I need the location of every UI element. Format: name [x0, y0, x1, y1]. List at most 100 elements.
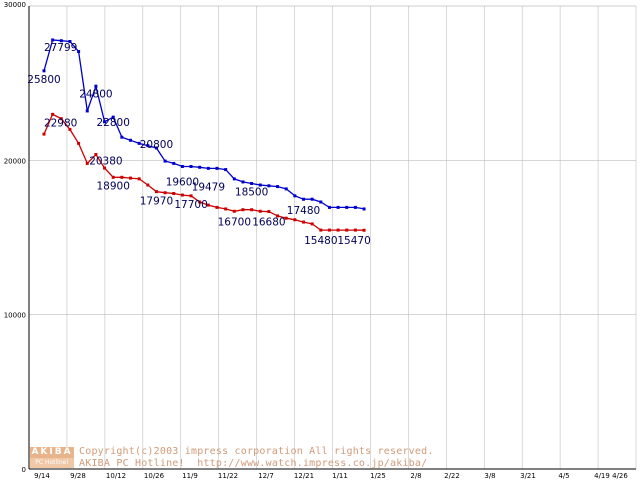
data-point [59, 117, 63, 121]
data-point [224, 168, 228, 172]
data-point [319, 228, 323, 232]
data-point [250, 208, 254, 212]
data-label: 18900 [96, 180, 129, 192]
data-point [293, 194, 297, 198]
data-point [284, 187, 288, 191]
data-point [85, 109, 89, 113]
data-label: 17970 [140, 196, 173, 208]
data-label: 19600 [166, 177, 199, 189]
x-axis-ticks: 9/14 9/28 10/12 10/26 11/9 11/22 12/7 12/21 1/11… [34, 472, 628, 480]
data-point [345, 228, 349, 232]
data-point [68, 39, 72, 43]
data-point [146, 144, 150, 148]
data-label: 16680 [252, 217, 285, 229]
x-tick-label: 11/9 [182, 472, 198, 480]
data-point [189, 194, 193, 198]
data-point [362, 228, 366, 232]
data-label: 16700 [218, 216, 251, 228]
x-tick-label: 10/12 [106, 472, 126, 480]
x-tick-label: 1/11 [332, 472, 348, 480]
data-point [276, 185, 280, 189]
data-point [59, 39, 63, 43]
chart-grid [28, 5, 637, 470]
data-label: 20380 [89, 155, 122, 167]
data-point [120, 175, 124, 179]
data-label: 18500 [235, 186, 268, 198]
data-point [154, 190, 158, 194]
data-point [129, 176, 132, 180]
data-point [336, 228, 340, 232]
copyright-line-1: Copyright(c)2003 impress corporation All… [79, 446, 434, 457]
data-point [51, 38, 55, 42]
data-point [232, 209, 236, 213]
copyright-notice: Copyright(c)2003 impress corporation All… [79, 446, 434, 470]
data-point [267, 184, 271, 188]
data-point [302, 197, 305, 201]
y-tick-label: 20000 [4, 157, 26, 165]
y-tick-label: 10000 [4, 312, 26, 320]
data-point [42, 69, 46, 73]
data-point [206, 203, 210, 207]
data-point [224, 207, 228, 211]
x-tick-label: 11/22 [218, 472, 238, 480]
data-point [258, 209, 262, 213]
data-point [111, 115, 115, 119]
data-label: 20800 [140, 139, 173, 151]
data-point [362, 207, 366, 211]
y-tick-label: 0 [22, 466, 26, 474]
x-tick-label: 3/21 [520, 472, 536, 480]
data-point [94, 152, 98, 156]
data-point [276, 214, 280, 218]
x-tick-label: 4/26 [612, 472, 628, 480]
data-point [137, 177, 141, 181]
data-point [327, 205, 331, 209]
data-point [180, 165, 184, 169]
logo-bottom-text: PC Hotline! [30, 458, 74, 468]
data-point [163, 159, 167, 163]
series-points [42, 38, 366, 232]
data-point [241, 208, 245, 212]
data-point [154, 146, 158, 150]
data-label: 17700 [174, 199, 207, 211]
data-label: 17480 [287, 205, 320, 217]
data-point [42, 132, 46, 136]
data-point [215, 205, 219, 209]
x-tick-label: 12/7 [258, 472, 274, 480]
data-point [232, 177, 236, 181]
data-point [111, 175, 115, 179]
data-point [172, 192, 176, 196]
data-point [353, 228, 357, 232]
data-point [258, 183, 262, 187]
data-point [310, 197, 314, 201]
x-tick-label: 4/19 [594, 472, 610, 480]
data-label: 25800 [27, 74, 60, 86]
data-point [51, 112, 55, 116]
data-label: 24800 [79, 88, 112, 100]
data-point [241, 180, 245, 184]
x-tick-label: 2/22 [444, 472, 460, 480]
x-tick-label: 9/28 [70, 472, 86, 480]
data-point [353, 205, 357, 209]
data-label: 15470 [337, 235, 370, 247]
data-point [250, 181, 254, 185]
logo-top-text: AKIBA [30, 447, 74, 458]
data-point [172, 161, 176, 165]
data-label: 22800 [96, 117, 129, 129]
data-point [77, 141, 81, 145]
data-label: 22980 [44, 117, 77, 129]
data-point [94, 84, 98, 88]
data-label: 19479 [192, 181, 225, 193]
data-point [85, 161, 89, 165]
data-point [180, 193, 184, 197]
data-label: 15480 [304, 235, 337, 247]
data-point [103, 120, 107, 124]
data-point [284, 216, 288, 220]
data-point [336, 205, 340, 209]
data-point [345, 205, 349, 209]
data-point [198, 165, 202, 169]
data-point [103, 166, 107, 170]
x-tick-label: 2/8 [410, 472, 421, 480]
data-point [198, 200, 202, 204]
data-point [120, 135, 124, 139]
